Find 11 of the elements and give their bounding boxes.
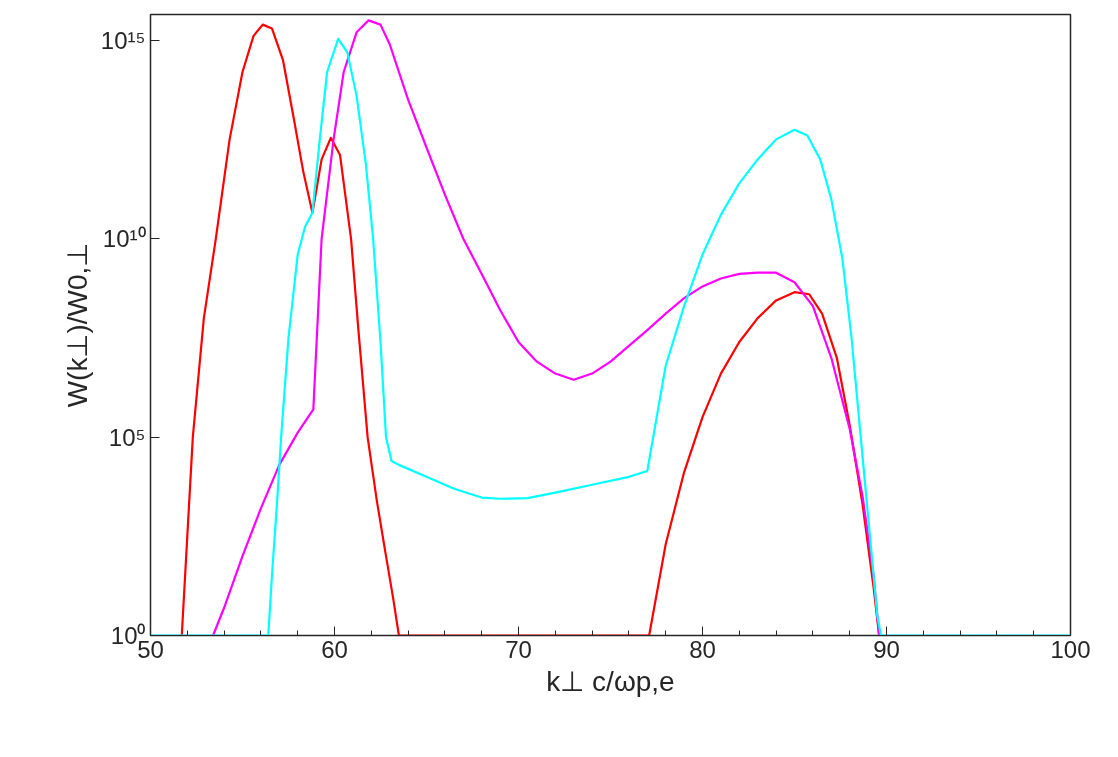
- x-tick-label: 80: [689, 635, 716, 663]
- x-axis-title: k⊥ c/ωp,e: [546, 665, 675, 697]
- y-tick-label: 10⁵: [108, 423, 146, 451]
- line-series: [150, 37, 1071, 636]
- x-tick-label: 90: [873, 635, 900, 663]
- y-tick-label: 10¹⁵: [100, 26, 146, 54]
- x-tick-label: 70: [505, 635, 532, 663]
- y-axis-title: W(k⊥)/W0,⊥: [61, 242, 93, 408]
- y-tick-label: 10¹⁰: [102, 225, 146, 253]
- x-tick-label: 60: [321, 635, 348, 663]
- x-tick-label: 100: [1050, 635, 1091, 663]
